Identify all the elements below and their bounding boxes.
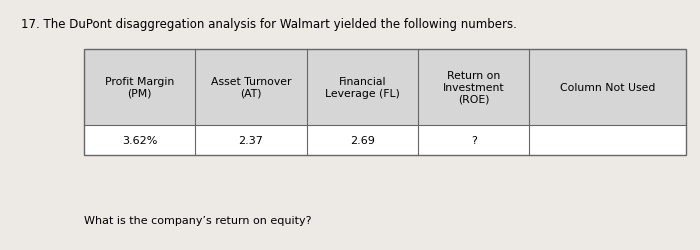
Text: Asset Turnover
(AT): Asset Turnover (AT) <box>211 77 291 98</box>
Text: 3.62%: 3.62% <box>122 135 158 145</box>
Text: Column Not Used: Column Not Used <box>560 82 655 92</box>
Bar <box>84 50 686 155</box>
Text: What is the company’s return on equity?: What is the company’s return on equity? <box>84 215 312 225</box>
Text: 17. The DuPont disaggregation analysis for Walmart yielded the following numbers: 17. The DuPont disaggregation analysis f… <box>21 18 517 30</box>
Bar <box>84 50 686 125</box>
Text: Financial
Leverage (FL): Financial Leverage (FL) <box>325 77 400 98</box>
Text: Return on
Investment
(ROE): Return on Investment (ROE) <box>443 71 505 104</box>
Text: Profit Margin
(PM): Profit Margin (PM) <box>105 77 174 98</box>
Text: 2.37: 2.37 <box>239 135 263 145</box>
Text: ?: ? <box>471 135 477 145</box>
Text: 2.69: 2.69 <box>350 135 375 145</box>
Bar <box>84 50 686 155</box>
